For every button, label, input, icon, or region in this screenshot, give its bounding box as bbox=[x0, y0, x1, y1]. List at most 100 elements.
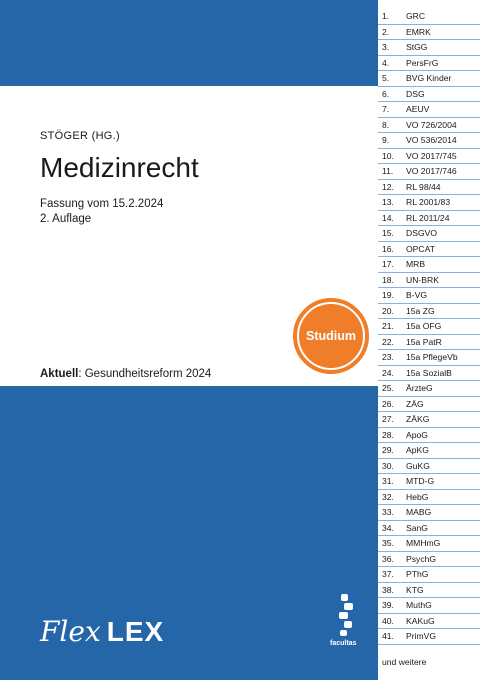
law-tab-row: 29. ApKG bbox=[378, 443, 480, 459]
law-tab-number: 35. bbox=[382, 538, 394, 549]
law-tab-row: 8. VO 726/2004 bbox=[378, 118, 480, 133]
law-tab-name: DSG bbox=[406, 88, 425, 99]
law-tab-number: 33. bbox=[382, 507, 394, 518]
logo-lex-text: LEX bbox=[106, 616, 165, 647]
law-tab-number: 38. bbox=[382, 584, 394, 595]
law-tab-name: 15a PflegeVb bbox=[406, 352, 458, 363]
law-tab-row: 37. PThG bbox=[378, 567, 480, 583]
law-tab-number: 20. bbox=[382, 305, 394, 316]
law-tab-name: ÄrzteG bbox=[406, 383, 433, 394]
aktuell-line: Aktuell: Gesundheitsreform 2024 bbox=[40, 368, 211, 380]
law-tab-row: 6. DSG bbox=[378, 87, 480, 102]
law-tab-number: 18. bbox=[382, 274, 394, 285]
law-tab-name: MuthG bbox=[406, 600, 432, 611]
law-tab-name: MABG bbox=[406, 507, 432, 518]
law-tab-number: 5. bbox=[382, 73, 390, 84]
law-tab-list: 1. GRC 2. EMRK 3. StGG 4. PersFrG 5. BVG Kinder 6.… bbox=[378, 9, 480, 645]
law-tab-name: DSGVO bbox=[406, 228, 438, 239]
law-tab-name: SanG bbox=[406, 522, 428, 533]
law-tab-name: RL 2011/24 bbox=[406, 212, 450, 223]
law-tab-row: 30. GuKG bbox=[378, 459, 480, 474]
law-tab-name: ZÄKG bbox=[406, 414, 430, 425]
law-tab-row: 14. RL 2011/24 bbox=[378, 211, 480, 226]
law-tab-row: 34. SanG bbox=[378, 521, 480, 536]
law-tab-number: 30. bbox=[382, 460, 394, 471]
law-tab-row: 26. ZÄG bbox=[378, 397, 480, 412]
law-tab-name: UN-BRK bbox=[406, 274, 439, 285]
law-tab-number: 32. bbox=[382, 491, 394, 502]
law-tab-name: ZÄG bbox=[406, 398, 424, 409]
law-tab-row: 36. PsychG bbox=[378, 552, 480, 567]
law-tab-number: 10. bbox=[382, 150, 394, 161]
law-tab-row: 11. VO 2017/746 bbox=[378, 164, 480, 180]
law-tab-name: 15a OFG bbox=[406, 321, 442, 332]
law-tab-number: 11. bbox=[382, 166, 394, 177]
law-tab-number: 19. bbox=[382, 290, 394, 301]
law-tab-row: 39. MuthG bbox=[378, 598, 480, 614]
law-tab-row: 22. 15a PatR bbox=[378, 335, 480, 350]
facultas-logo-icon bbox=[339, 594, 353, 636]
law-tab-row: 2. EMRK bbox=[378, 25, 480, 40]
law-tab-number: 26. bbox=[382, 398, 394, 409]
law-tab-name: BVG Kinder bbox=[406, 73, 452, 84]
law-tab-number: 23. bbox=[382, 352, 394, 363]
law-tab-number: 9. bbox=[382, 135, 390, 146]
law-tab-number: 12. bbox=[382, 181, 394, 192]
law-tab-name: PersFrG bbox=[406, 57, 439, 68]
publisher-name: facultas bbox=[330, 640, 357, 647]
law-tab-row: 23. 15a PflegeVb bbox=[378, 350, 480, 366]
law-tab-row: 24. 15a SozialB bbox=[378, 366, 480, 381]
law-tab-row: 41. PrimVG bbox=[378, 629, 480, 645]
badge-ring: Studium bbox=[297, 302, 365, 370]
law-tab-name: MRB bbox=[406, 259, 426, 270]
law-tab-name: HebG bbox=[406, 491, 429, 502]
law-tab-row: 19. B-VG bbox=[378, 288, 480, 304]
law-tab-name: MTD-G bbox=[406, 476, 435, 487]
law-tab-name: OPCAT bbox=[406, 243, 435, 254]
law-tab-number: 28. bbox=[382, 429, 394, 440]
book-title: Medizinrecht bbox=[40, 152, 199, 183]
law-tab-number: 27. bbox=[382, 414, 394, 425]
law-tab-row: 10. VO 2017/745 bbox=[378, 149, 480, 164]
law-tab-number: 14. bbox=[382, 212, 394, 223]
law-tab-number: 7. bbox=[382, 104, 390, 115]
more-label: und weitere bbox=[382, 657, 427, 667]
law-tab-row: 9. VO 536/2014 bbox=[378, 133, 480, 149]
law-tab-name: B-VG bbox=[406, 290, 428, 301]
studium-badge: Studium bbox=[291, 296, 371, 376]
law-tab-row: 3. StGG bbox=[378, 40, 480, 56]
law-tab-row: 33. MABG bbox=[378, 505, 480, 521]
law-tab-name: VO 726/2004 bbox=[406, 119, 457, 130]
law-tab-row: 13. RL 2001/83 bbox=[378, 195, 480, 211]
law-tab-row: 21. 15a OFG bbox=[378, 319, 480, 335]
law-tab-row: 20. 15a ZG bbox=[378, 304, 480, 319]
law-tab-name: VO 2017/745 bbox=[406, 150, 457, 161]
law-tab-number: 13. bbox=[382, 197, 394, 208]
law-tab-name: AEUV bbox=[406, 104, 430, 115]
law-tab-row: 17. MRB bbox=[378, 257, 480, 273]
aktuell-label: Aktuell bbox=[40, 368, 79, 380]
law-tab-row: 40. KAKuG bbox=[378, 614, 480, 629]
law-tab-number: 16. bbox=[382, 243, 394, 254]
law-tab-number: 36. bbox=[382, 553, 394, 564]
law-tab-name: GRC bbox=[406, 11, 426, 22]
law-tab-number: 1. bbox=[382, 11, 390, 22]
law-tab-name: ApKG bbox=[406, 445, 429, 456]
law-tab-name: EMRK bbox=[406, 26, 431, 37]
law-tab-number: 24. bbox=[382, 367, 394, 378]
law-tab-number: 15. bbox=[382, 228, 394, 239]
law-tab-number: 3. bbox=[382, 42, 390, 53]
law-tab-row: 5. BVG Kinder bbox=[378, 71, 480, 87]
law-tab-row: 32. HebG bbox=[378, 490, 480, 505]
law-tab-name: PrimVG bbox=[406, 631, 437, 642]
law-tab-number: 8. bbox=[382, 119, 390, 130]
law-tab-number: 21. bbox=[382, 321, 394, 332]
law-tab-number: 37. bbox=[382, 569, 394, 580]
law-tab-number: 40. bbox=[382, 615, 394, 626]
law-tab-number: 25. bbox=[382, 383, 394, 394]
law-tab-row: 16. OPCAT bbox=[378, 242, 480, 257]
flexlex-logo: Flex LEX bbox=[40, 608, 164, 648]
law-tab-number: 6. bbox=[382, 88, 390, 99]
law-tab-row: 4. PersFrG bbox=[378, 56, 480, 71]
